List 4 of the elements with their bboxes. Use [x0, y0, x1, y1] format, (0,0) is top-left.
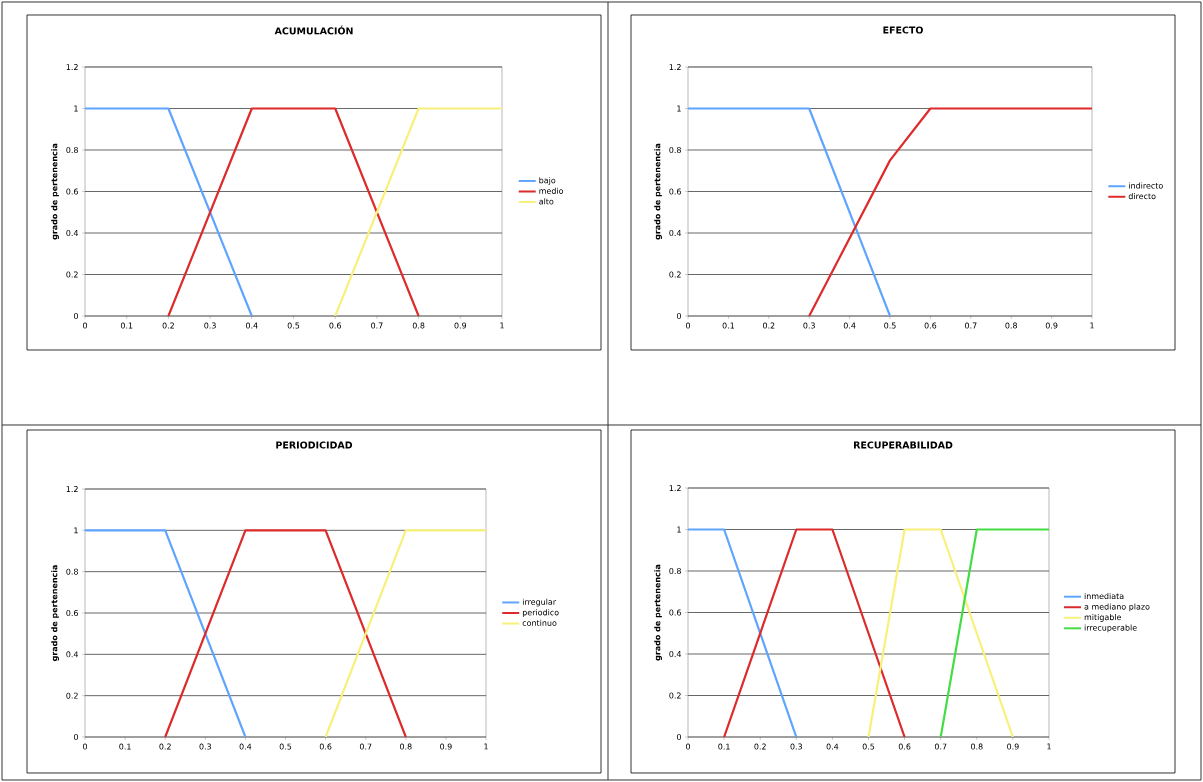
chart-title: PERIODICIDAD [276, 441, 353, 449]
chart-title: ACUMULACIÓN [274, 25, 353, 35]
chart-title: EFECTO [883, 26, 923, 34]
chart-title: RECUPERABILIDAD [854, 441, 953, 449]
